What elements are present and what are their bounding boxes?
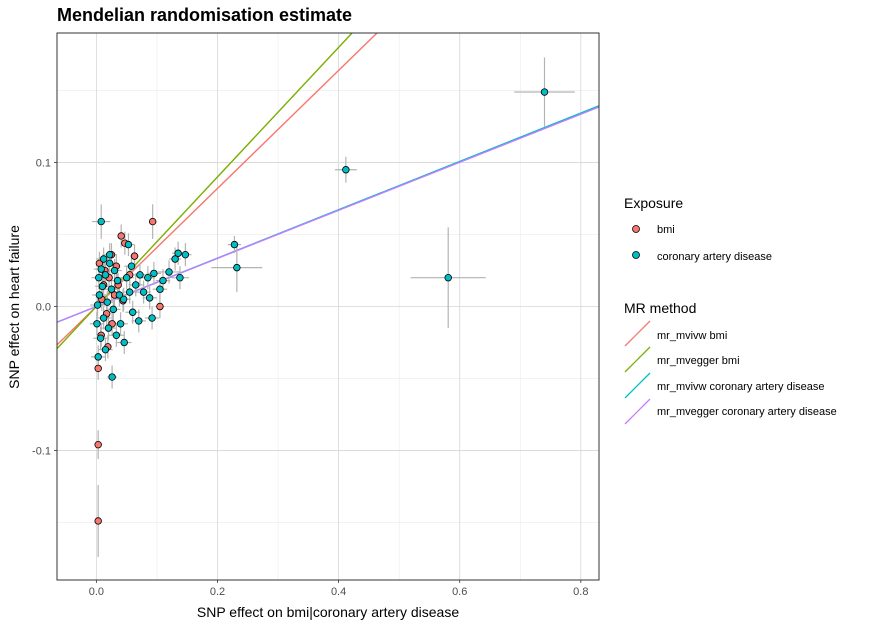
y-tick-label: 0.0 [36, 302, 51, 314]
y-axis-ticks: -0.1 0.0 0.1 [32, 158, 57, 457]
data-point [156, 285, 164, 293]
data-point [93, 301, 102, 309]
method-line [56, 32, 353, 350]
data-point [101, 345, 110, 354]
x-tick-label: 0.4 [331, 586, 346, 598]
data-point [105, 259, 114, 268]
data-point [113, 276, 122, 285]
legend-key-cad [632, 251, 640, 259]
data-point [132, 281, 140, 289]
data-point [127, 262, 136, 270]
legend-label-mvivw-bmi: mr_mvivw bmi [657, 330, 727, 342]
data-point [233, 263, 241, 272]
data-point [150, 269, 158, 278]
data-point [540, 88, 549, 96]
data-point [105, 250, 114, 259]
data-point [97, 217, 105, 226]
data-point [171, 255, 179, 263]
legend-label-cad: coronary artery disease [657, 251, 772, 263]
legend-key-mvivw-bmi [624, 320, 651, 347]
method-line [56, 32, 378, 346]
data-point [107, 285, 116, 293]
data-point [148, 217, 157, 226]
data-point [94, 517, 102, 525]
data-point [156, 302, 164, 311]
data-point [135, 317, 143, 325]
legend-key-bmi [632, 225, 640, 233]
data-point [444, 274, 452, 282]
legend-label-mvivw-cad: mr_mvivw coronary artery disease [657, 381, 825, 393]
y-tick-label: -0.1 [32, 445, 51, 457]
data-point [139, 288, 148, 296]
x-tick-label: 0.2 [210, 586, 225, 598]
data-point [136, 271, 144, 279]
data-point [115, 291, 124, 299]
data-point [128, 308, 137, 316]
data-point [120, 338, 128, 347]
data-point [165, 268, 173, 276]
x-axis-title: SNP effect on bmi|coronary artery diseas… [197, 604, 459, 620]
data-point [97, 265, 105, 273]
data-point [230, 240, 239, 249]
x-tick-label: 0.8 [573, 586, 588, 598]
data-point [110, 266, 119, 275]
data-point [148, 314, 156, 322]
data-point [99, 255, 108, 263]
data-point [144, 274, 152, 282]
data-point [95, 274, 103, 282]
y-tick-label: 0.1 [36, 158, 51, 170]
data-point [342, 166, 350, 174]
data-point [98, 282, 107, 291]
legend-method-title: MR method [624, 300, 696, 316]
legend-label-mvegger-cad: mr_mvegger coronary artery disease [657, 406, 837, 418]
data-point [122, 274, 131, 282]
legend-key-mvegger-cad [624, 398, 651, 425]
data-point [109, 305, 118, 314]
legend-label-bmi: bmi [657, 224, 675, 236]
data-point [112, 331, 121, 339]
chart-title: Mendelian randomisation estimate [57, 5, 353, 25]
data-point [119, 295, 128, 304]
legend-exposure-title: Exposure [624, 195, 683, 211]
data-point [145, 294, 154, 302]
legend-key-mvivw-cad [624, 372, 651, 399]
data-point [159, 276, 167, 285]
legend-label-mvegger-bmi: mr_mvegger bmi [657, 355, 740, 367]
legend-method: MR method mr_mvivw bmi mr_mvegger bmi mr… [624, 300, 837, 425]
legend-exposure: Exposure bmi coronary artery disease [624, 195, 772, 263]
data-point [130, 252, 139, 260]
data-point [108, 373, 116, 381]
data-point [174, 249, 182, 257]
data-point [176, 274, 184, 282]
data-point [94, 440, 102, 449]
data-point [99, 314, 108, 322]
x-axis-ticks: 0.0 0.2 0.4 0.6 0.8 [89, 580, 588, 598]
legend-key-mvegger-bmi [624, 346, 651, 373]
data-points [93, 88, 549, 525]
data-point [125, 288, 134, 296]
data-point [94, 364, 102, 373]
y-axis-title: SNP effect on heart failure [6, 225, 22, 389]
data-point [93, 320, 101, 328]
data-point [117, 232, 125, 240]
data-point [181, 250, 190, 259]
x-tick-label: 0.6 [452, 586, 467, 598]
data-point [104, 324, 113, 332]
data-point [94, 353, 102, 361]
data-point [96, 334, 105, 342]
x-tick-label: 0.0 [89, 586, 104, 598]
data-point [103, 298, 111, 306]
data-point [124, 240, 133, 249]
data-point [101, 271, 110, 279]
data-point [116, 320, 125, 328]
data-point [95, 291, 104, 299]
